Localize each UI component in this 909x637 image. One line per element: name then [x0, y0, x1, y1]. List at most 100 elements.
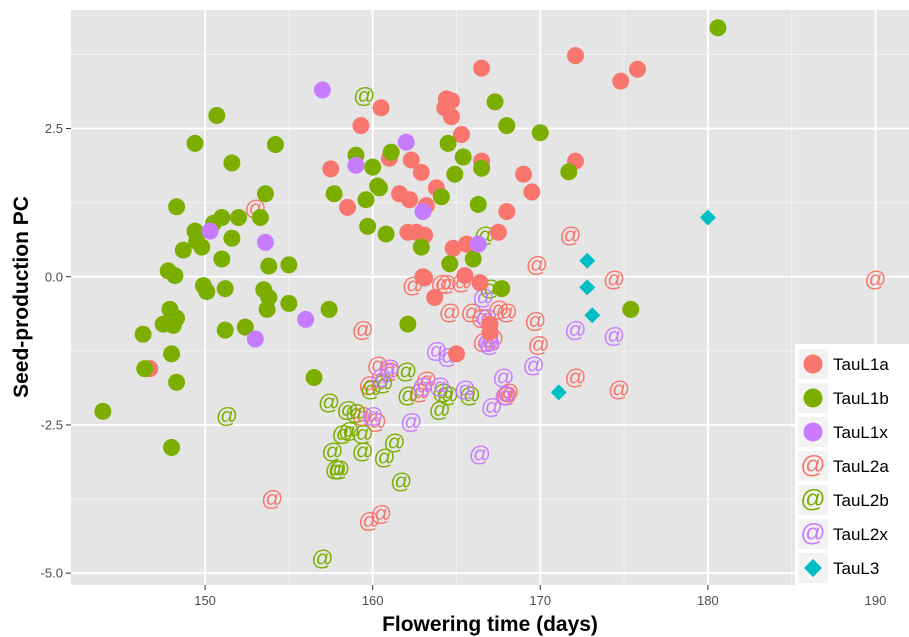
point-TauL2a: @ — [496, 299, 518, 324]
point-TauL1b — [320, 300, 338, 318]
point-TauL2a: @ — [378, 359, 400, 384]
point-TauL1b — [441, 255, 459, 273]
point-TauL1b — [473, 159, 491, 177]
point-TauL1b — [370, 179, 388, 197]
y-tick-label: 2.5 — [45, 121, 63, 136]
point-TauL2x: @ — [378, 356, 400, 381]
point-TauL1a — [523, 183, 541, 201]
point-TauL1b — [266, 136, 284, 154]
point-TauL1a — [612, 72, 630, 90]
point-TauL3 — [579, 252, 596, 269]
point-TauL2a: @ — [527, 332, 549, 357]
point-TauL1a — [489, 223, 507, 241]
point-TauL2b: @ — [360, 376, 382, 401]
point-TauL2b: @ — [397, 382, 419, 407]
point-TauL2a: @ — [435, 271, 457, 296]
point-TauL2b: @ — [318, 389, 340, 414]
point-TauL1a — [442, 108, 460, 126]
point-TauL1b — [251, 208, 269, 226]
point-TauL2x: @ — [454, 376, 476, 401]
point-TauL1b — [486, 93, 504, 111]
point-TauL1b — [236, 318, 254, 336]
point-TauL2a: @ — [524, 308, 546, 333]
y-tick-label: -2.5 — [41, 417, 63, 432]
point-TauL2a: @ — [526, 252, 548, 277]
point-TauL1b — [305, 369, 323, 387]
point-TauL1x — [347, 156, 365, 174]
point-TauL1a — [402, 151, 420, 169]
point-TauL1b — [280, 294, 298, 312]
point-TauL2b: @ — [336, 397, 358, 422]
legend-item-TauL3: TauL3 — [798, 553, 879, 583]
point-TauL1b — [432, 188, 450, 206]
legend-item-TauL2a: @ TauL2a — [798, 451, 889, 481]
point-TauL2x: @ — [564, 317, 586, 342]
series-TauL1a — [141, 47, 646, 378]
point-TauL1b — [163, 438, 181, 456]
point-TauL1a — [447, 345, 465, 363]
point-TauL1b — [168, 373, 186, 391]
point-TauL2b: @ — [395, 359, 417, 384]
point-TauL1b — [198, 283, 216, 301]
point-TauL1b — [256, 185, 274, 203]
point-TauL1a — [372, 99, 390, 117]
point-TauL2b: @ — [321, 439, 343, 464]
point-TauL1b — [469, 195, 487, 213]
y-axis-ticks: -5.0 -2.5 0.0 2.5 — [41, 121, 71, 581]
point-TauL2a: @ — [487, 296, 509, 321]
point-TauL1b — [493, 280, 511, 298]
point-TauL1a — [453, 125, 471, 143]
point-TauL2x: @ — [494, 382, 516, 407]
legend-label: TauL1x — [833, 423, 888, 442]
point-TauL1b — [560, 163, 578, 181]
point-TauL1b — [622, 300, 640, 318]
point-TauL1a — [352, 117, 370, 135]
point-TauL2a: @ — [367, 353, 389, 378]
point-TauL2b: @ — [216, 403, 238, 428]
point-TauL2b: @ — [345, 400, 367, 425]
point-TauL2b: @ — [353, 83, 375, 108]
legend-key — [798, 519, 828, 549]
point-TauL1b — [260, 257, 278, 275]
legend-label: TauL2a — [833, 457, 889, 476]
point-TauL2b: @ — [351, 421, 373, 446]
legend-label: TauL1a — [833, 355, 889, 374]
point-TauL2a: @ — [351, 317, 373, 342]
point-TauL1b — [223, 229, 241, 247]
point-TauL1b — [357, 191, 375, 209]
point-TauL2a: @ — [370, 501, 392, 526]
point-TauL1b — [134, 325, 152, 343]
point-TauL1b — [136, 360, 154, 378]
point-TauL1b — [213, 250, 231, 268]
point-TauL1a — [426, 289, 444, 306]
point-TauL1b — [412, 238, 430, 256]
point-TauL3 — [584, 307, 601, 324]
x-tick-label: 190 — [865, 593, 887, 608]
point-TauL2b: @ — [383, 430, 405, 455]
point-TauL1a — [628, 60, 646, 78]
legend-key — [798, 451, 828, 481]
point-TauL2b: @ — [373, 445, 395, 470]
point-TauL1a — [471, 274, 489, 292]
point-TauL1b — [454, 148, 472, 166]
point-TauL2b: @ — [432, 379, 454, 404]
point-TauL2b: @ — [429, 397, 451, 422]
point-TauL2a: @ — [365, 409, 387, 434]
legend-key — [798, 485, 828, 515]
point-TauL2a: @ — [559, 222, 581, 247]
point-TauL1b — [280, 256, 298, 274]
point-TauL2x: @ — [603, 323, 625, 348]
point-TauL2x: @ — [370, 365, 392, 390]
point-TauL1b — [399, 315, 417, 333]
legend-item-TauL2b: @ TauL2b — [798, 485, 889, 515]
legend-marker-TauL2b: @ — [800, 485, 825, 513]
legend-marker-TauL1x — [803, 422, 823, 442]
point-TauL2x: @ — [429, 373, 451, 398]
point-TauL1a — [339, 198, 357, 216]
point-TauL1b — [166, 267, 184, 285]
y-tick-label: -5.0 — [41, 566, 63, 581]
point-TauL2b: @ — [372, 370, 394, 395]
point-TauL1b — [216, 321, 234, 339]
point-TauL1b — [325, 185, 343, 203]
point-TauL1a — [322, 160, 340, 178]
